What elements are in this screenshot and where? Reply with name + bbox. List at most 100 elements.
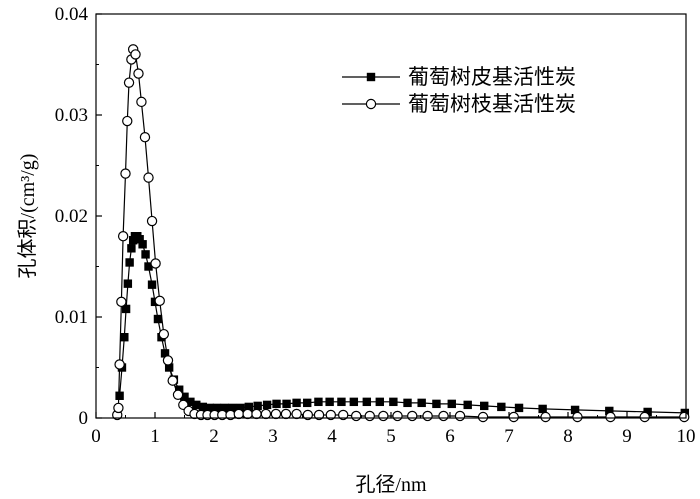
data-point xyxy=(303,398,312,408)
data-point xyxy=(153,314,163,324)
data-point xyxy=(407,410,418,422)
data-point xyxy=(292,398,301,408)
x-tick-label: 6 xyxy=(445,426,455,447)
data-point xyxy=(192,400,201,410)
data-point xyxy=(212,403,222,413)
y-tick-label: 0.04 xyxy=(55,4,89,25)
data-point xyxy=(282,399,291,409)
data-point xyxy=(253,401,262,411)
data-point xyxy=(139,132,151,143)
legend-marker xyxy=(365,98,377,110)
series-1 xyxy=(115,232,690,418)
x-tick-label: 1 xyxy=(150,426,160,447)
data-point xyxy=(403,398,412,408)
data-point xyxy=(432,399,441,409)
y-tick-label: 0.02 xyxy=(55,206,88,227)
legend-label: 葡萄树枝基活性炭 xyxy=(408,92,576,116)
data-point xyxy=(117,230,129,242)
y-tick-label: 0.03 xyxy=(55,105,88,126)
series-layer xyxy=(112,44,690,423)
series-2 xyxy=(112,44,690,423)
data-point xyxy=(572,411,583,423)
data-point xyxy=(260,408,272,420)
data-point xyxy=(349,397,359,407)
data-point xyxy=(422,410,433,422)
data-point xyxy=(417,398,426,408)
data-point xyxy=(114,359,125,370)
data-point xyxy=(133,68,144,79)
y-tick-label: 0 xyxy=(79,408,89,429)
data-point xyxy=(143,172,154,183)
data-point xyxy=(233,408,244,420)
data-point xyxy=(272,399,281,409)
x-axis-title: 孔径/nm xyxy=(355,473,427,496)
data-point xyxy=(480,401,489,411)
data-point xyxy=(130,49,141,60)
data-point xyxy=(643,407,652,417)
y-axis: 0 0.01 0.02 0.03 0.04 xyxy=(55,4,102,429)
data-point xyxy=(538,404,547,414)
data-point xyxy=(540,411,551,423)
x-tick-label: 2 xyxy=(209,426,219,447)
data-point xyxy=(244,402,254,412)
data-point xyxy=(378,410,389,422)
data-point xyxy=(639,411,650,423)
x-tick-label: 4 xyxy=(327,426,337,447)
x-tick-label: 0 xyxy=(91,426,101,447)
data-point xyxy=(180,392,189,401)
data-point xyxy=(120,168,131,179)
data-point xyxy=(154,295,165,307)
data-point xyxy=(262,400,272,410)
data-point xyxy=(364,410,375,422)
series-line xyxy=(116,47,685,418)
x-tick-label: 10 xyxy=(677,426,696,447)
data-point xyxy=(447,399,456,409)
data-point xyxy=(508,411,519,423)
data-point xyxy=(125,258,134,267)
legend-entry: 葡萄树枝基活性炭 xyxy=(342,92,576,116)
data-point xyxy=(454,410,466,422)
data-point xyxy=(115,391,124,400)
data-point xyxy=(280,408,292,420)
data-point xyxy=(167,375,178,386)
data-point xyxy=(291,408,302,420)
data-point xyxy=(123,279,133,288)
data-point xyxy=(251,408,262,420)
data-point xyxy=(302,409,314,421)
data-point xyxy=(160,349,170,358)
data-point xyxy=(325,397,334,407)
y-axis-title: 孔体积/(cm³/g) xyxy=(16,154,39,279)
data-point xyxy=(147,280,157,289)
data-point xyxy=(350,410,362,422)
data-point xyxy=(438,410,449,422)
data-point xyxy=(605,406,614,416)
data-point xyxy=(121,304,131,314)
data-point xyxy=(477,411,489,423)
data-point xyxy=(463,400,472,410)
data-point xyxy=(242,408,253,420)
data-point xyxy=(120,333,129,342)
legend-marker xyxy=(366,72,376,82)
data-point xyxy=(198,402,207,412)
legend-entry: 葡萄树皮基活性炭 xyxy=(342,65,576,89)
x-tick-label: 9 xyxy=(622,426,632,447)
data-point xyxy=(337,397,346,407)
x-tick-label: 3 xyxy=(268,426,278,447)
data-point xyxy=(162,355,174,366)
data-point xyxy=(497,402,506,412)
data-point xyxy=(205,403,215,413)
data-point xyxy=(141,250,150,259)
data-point xyxy=(570,405,580,415)
data-point xyxy=(144,262,153,271)
data-point xyxy=(146,215,158,227)
data-point xyxy=(325,409,337,421)
data-point xyxy=(116,296,127,308)
data-point xyxy=(172,389,184,400)
plot-frame xyxy=(95,13,687,419)
data-point xyxy=(113,402,124,414)
data-point xyxy=(679,411,690,423)
data-point xyxy=(314,397,323,407)
data-point xyxy=(150,258,161,269)
